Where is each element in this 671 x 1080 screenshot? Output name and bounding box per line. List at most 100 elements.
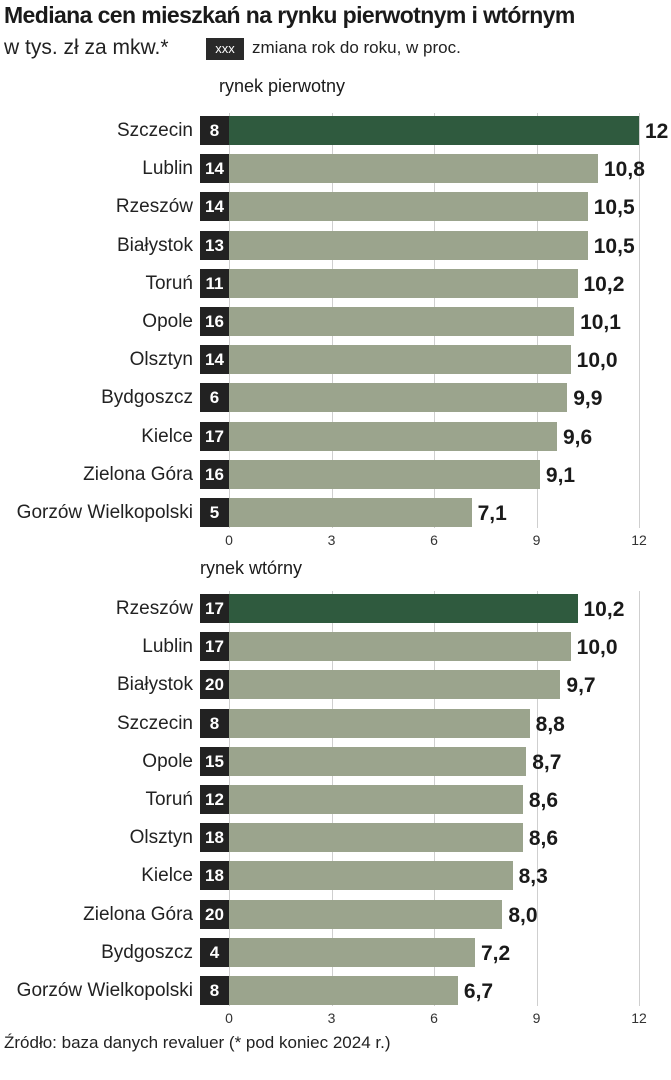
x-tick-label: 3	[327, 1010, 336, 1026]
bar	[229, 708, 530, 738]
bar-row: Toruń 12 8,6	[0, 785, 671, 814]
x-tick-label: 9	[532, 1010, 541, 1026]
bar-row: Rzeszów 14 10,5	[0, 192, 671, 222]
bar-row: Kielce 18 8,3	[0, 861, 671, 891]
value-label: 10,0	[576, 349, 618, 373]
category-label: Lublin	[142, 158, 193, 180]
category-label: Zielona Góra	[83, 463, 193, 485]
bar	[229, 498, 472, 527]
bar-row: Zielona Góra 20 8,0	[0, 899, 671, 929]
value-label: 8,6	[528, 827, 559, 851]
bar-row: Gorzów Wielkopolski 5 7,1	[0, 498, 671, 527]
bar	[229, 459, 540, 489]
bar	[229, 976, 458, 1005]
bar-row: Olsztyn 18 8,6	[0, 823, 671, 853]
value-label: 9,6	[563, 425, 593, 449]
chart-subtitle: w tys. zł za mkw.*	[4, 36, 169, 59]
x-tick-label: 6	[430, 1010, 438, 1026]
yoy-change-badge: 16	[200, 307, 229, 336]
value-label: 12	[645, 120, 669, 143]
yoy-change-badge: 17	[200, 632, 229, 662]
x-tick-label: 9	[532, 532, 541, 548]
bar	[229, 899, 503, 929]
category-label: Kielce	[141, 425, 193, 447]
category-label: Bydgoszcz	[101, 387, 193, 409]
x-tick-label: 6	[430, 532, 438, 548]
category-label: Toruń	[145, 789, 193, 810]
yoy-change-badge: 18	[200, 861, 229, 891]
value-label: 9,7	[566, 674, 596, 698]
category-label: Białystok	[116, 674, 193, 696]
category-label: Szczecin	[116, 712, 193, 734]
yoy-change-badge: 6	[200, 383, 229, 413]
category-label: Gorzów Wielkopolski	[16, 502, 193, 523]
panel-secondary-market: rynek wtórny 0 3 6 9 12 Rzeszów 17 10,2 Lublin 17…	[0, 558, 671, 1026]
yoy-change-badge: 12	[200, 785, 229, 814]
category-label: Rzeszów	[115, 196, 193, 218]
value-label: 10,0	[576, 636, 618, 660]
value-label: 10,2	[583, 598, 625, 621]
bar-row: Białystok 20 9,7	[0, 670, 671, 700]
bar	[229, 421, 557, 451]
yoy-change-badge: 8	[200, 116, 229, 145]
value-label: 8,8	[535, 712, 565, 736]
category-label: Szczecin	[116, 120, 193, 141]
panel-title-primary: rynek pierwotny	[219, 76, 346, 96]
category-label: Opole	[142, 750, 193, 772]
bar	[229, 116, 639, 145]
bar	[229, 383, 568, 413]
bar-row: Lublin 14 10,8	[0, 154, 671, 184]
yoy-change-badge: 17	[200, 594, 229, 623]
bar	[229, 192, 588, 222]
category-label: Bydgoszcz	[101, 941, 193, 963]
value-label: 9,1	[545, 463, 576, 487]
yoy-change-badge: 13	[200, 230, 229, 260]
value-label: 10,8	[604, 158, 645, 182]
yoy-change-badge: 11	[200, 268, 229, 298]
category-label: Olsztyn	[129, 827, 193, 849]
value-label: 10,1	[580, 311, 621, 334]
x-tick-label: 3	[327, 532, 336, 548]
bar	[229, 746, 527, 776]
panel-title-secondary: rynek wtórny	[200, 558, 303, 578]
category-label: Gorzów Wielkopolski	[16, 980, 193, 1001]
panel-primary-market: rynek pierwotny 0 3 6 9 12 Szczecin 8 12 Lublin 1…	[0, 76, 671, 548]
bar-row: Gorzów Wielkopolski 8 6,7	[0, 976, 671, 1005]
value-label: 8,6	[528, 789, 559, 812]
value-label: 6,7	[463, 980, 494, 1003]
bar-row: Kielce 17 9,6	[0, 421, 671, 451]
bar-row: Olsztyn 14 10,0	[0, 345, 671, 375]
yoy-change-badge: 18	[200, 823, 229, 853]
yoy-change-badge: 20	[200, 899, 229, 929]
yoy-change-badge: 14	[200, 154, 229, 184]
bar-row: Zielona Góra 16 9,1	[0, 459, 671, 489]
bar	[229, 307, 575, 336]
bar	[229, 937, 475, 967]
yoy-change-badge: 14	[200, 345, 229, 375]
value-label: 10,5	[593, 234, 635, 258]
bar-row: Lublin 17 10,0	[0, 632, 671, 662]
gridline	[639, 591, 640, 1006]
bar-row: Rzeszów 17 10,2	[0, 594, 671, 623]
bar-row: Bydgoszcz 4 7,2	[0, 937, 671, 967]
value-label: 7,1	[477, 502, 507, 525]
bar	[229, 230, 588, 260]
source-note: Źródło: baza danych revaluer (* pod koni…	[4, 1033, 391, 1052]
legend-swatch: xxx	[206, 38, 244, 60]
bar	[229, 632, 571, 662]
bar-row: Białystok 13 10,5	[0, 230, 671, 260]
yoy-change-badge: 14	[200, 192, 229, 222]
yoy-change-badge: 17	[200, 421, 229, 451]
bar	[229, 785, 523, 814]
chart-title: Mediana cen mieszkań na rynku pierwotnym…	[4, 2, 575, 28]
yoy-change-badge: 5	[200, 498, 229, 527]
bar	[229, 594, 578, 623]
bar	[229, 268, 578, 298]
bar-row: Toruń 11 10,2	[0, 268, 671, 298]
yoy-change-badge: 4	[200, 937, 229, 967]
category-label: Lublin	[142, 636, 193, 658]
yoy-change-badge: 20	[200, 670, 229, 700]
yoy-change-badge: 16	[200, 459, 229, 489]
bar	[229, 861, 513, 891]
category-label: Toruń	[145, 272, 193, 294]
